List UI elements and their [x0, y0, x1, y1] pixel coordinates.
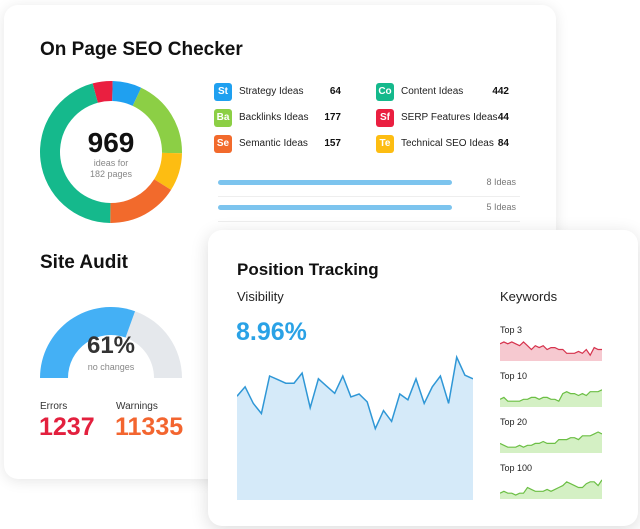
sparkline-label: Top 3	[500, 325, 523, 335]
idea-label: Backlinks Ideas	[239, 112, 309, 123]
idea-badge-icon: Ba	[214, 109, 232, 127]
sparkline-line	[500, 479, 602, 496]
gauge-fill	[40, 307, 136, 378]
idea-count: 84	[497, 138, 509, 149]
idea-badge-icon: Se	[214, 135, 232, 153]
donut-segment	[112, 81, 142, 106]
visibility-label: Visibility	[237, 289, 284, 304]
progress-bar	[218, 205, 452, 210]
progress-bar	[218, 180, 452, 185]
idea-badge-icon: Sf	[376, 109, 394, 127]
donut-segment	[39, 83, 111, 223]
warnings-value: 11335	[115, 413, 184, 441]
sparkline-line	[500, 341, 602, 357]
idea-label: Strategy Ideas	[239, 86, 304, 97]
sparkline-line	[500, 431, 602, 448]
tracking-title: Position Tracking	[237, 260, 379, 279]
errors-label: Errors	[40, 401, 68, 412]
audit-caption: no changes	[87, 362, 135, 372]
sparkline-label: Top 10	[500, 371, 528, 381]
visibility-area	[237, 357, 473, 500]
idea-count: 442	[492, 86, 509, 97]
sparkline-area	[500, 389, 602, 407]
idea-count: 177	[324, 112, 341, 123]
audit-title: Site Audit	[40, 252, 128, 273]
sparkline-area	[500, 341, 602, 361]
idea-count: 157	[324, 138, 341, 149]
visibility-line	[237, 354, 473, 431]
sparkline-label: Top 20	[500, 417, 528, 427]
ideas-total: 969	[87, 127, 135, 158]
sparkline-chart	[500, 389, 602, 407]
visibility-chart	[237, 354, 473, 500]
divider	[218, 221, 520, 222]
ideas-donut-chart	[39, 81, 182, 224]
sparkline-line	[500, 389, 602, 402]
position-tracking-card: Position Tracking Visibility 8.96% Keywo…	[208, 230, 638, 526]
errors-value: 1237	[39, 413, 95, 441]
donut-segment	[154, 152, 182, 190]
gauge-remaining	[125, 311, 182, 378]
idea-label: Content Ideas	[401, 86, 464, 97]
donut-segment	[110, 179, 172, 224]
idea-label: Semantic Ideas	[239, 138, 308, 149]
sparkline-area	[500, 432, 602, 453]
idea-badge-icon: St	[214, 83, 232, 101]
bar-label: 5 Ideas	[486, 202, 516, 212]
caption-line: ideas for	[93, 158, 129, 168]
keywords-label: Keywords	[500, 289, 558, 304]
sparkline-chart	[500, 479, 602, 499]
caption-line: 182 pages	[89, 169, 133, 179]
ideas-caption: ideas for 182 pages	[61, 158, 161, 180]
idea-label: Technical SEO Ideas	[401, 138, 494, 149]
sparkline-area	[500, 479, 602, 499]
idea-label: SERP Features Ideas	[401, 112, 498, 123]
audit-gauge	[40, 307, 182, 378]
idea-count: 44	[497, 112, 509, 123]
sparkline-chart	[500, 341, 602, 361]
donut-segment	[92, 81, 113, 103]
seo-title: On Page SEO Checker	[40, 39, 243, 60]
idea-badge-icon: Co	[376, 83, 394, 101]
divider	[218, 196, 520, 197]
sparkline-chart	[500, 431, 602, 453]
warnings-label: Warnings	[116, 401, 158, 412]
idea-badge-icon: Te	[376, 135, 394, 153]
audit-percent: 61%	[86, 332, 136, 359]
visibility-value: 8.96%	[236, 318, 307, 346]
donut-segment	[132, 87, 182, 154]
idea-count: 64	[329, 86, 341, 97]
sparkline-label: Top 100	[500, 463, 533, 473]
bar-label: 8 Ideas	[486, 177, 516, 187]
